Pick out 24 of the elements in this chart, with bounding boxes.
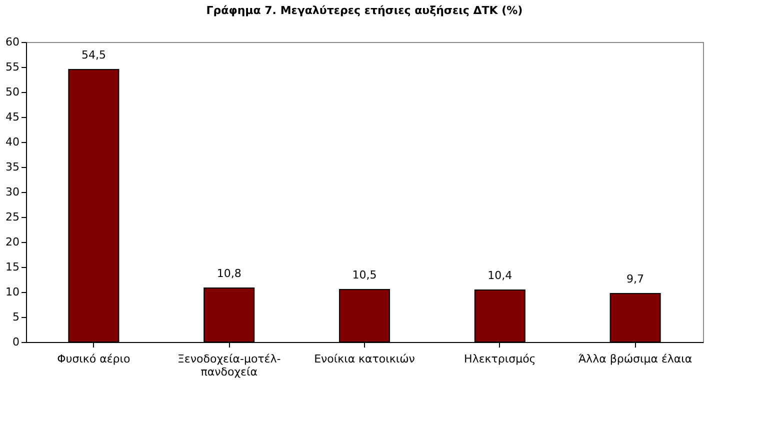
y-tick-label: 35 <box>6 160 20 174</box>
y-tick-label: 50 <box>6 86 20 98</box>
data-label: 9,7 <box>626 272 644 286</box>
y-tick-label: 15 <box>6 260 20 274</box>
y-tick-label: 25 <box>6 210 20 224</box>
x-tick-label: Ενοίκια κατοικιών <box>314 352 415 366</box>
y-tick-label: 5 <box>12 310 20 324</box>
y-tick-label: 10 <box>6 286 20 298</box>
y-tick-label: 55 <box>6 60 20 74</box>
data-label: 10,4 <box>488 269 512 282</box>
y-tick-label: 45 <box>6 110 20 124</box>
y-tick-label: 60 <box>6 36 20 48</box>
chart-title: Γράφημα 7. Μεγαλύτερες ετήσιες αυξήσεις ΔΤΚ (%) <box>206 4 523 17</box>
y-tick-label: 30 <box>6 186 20 198</box>
y-tick-label: 0 <box>12 336 20 348</box>
data-label: 10,8 <box>216 267 242 280</box>
y-tick-label: 40 <box>6 136 20 148</box>
y-tick-label: 20 <box>6 236 20 248</box>
x-tick-label: Ηλεκτρισμός <box>464 352 536 366</box>
x-tick-label: Φυσικό αέριο <box>57 352 130 366</box>
data-label: 10,5 <box>352 268 377 282</box>
data-label: 54,5 <box>81 48 106 62</box>
x-tick-label: Ξενοδοχεία-μοτέλ-πανδοχεία <box>177 352 281 378</box>
x-tick-label: Άλλα βρώσιμα έλαια <box>578 352 692 366</box>
